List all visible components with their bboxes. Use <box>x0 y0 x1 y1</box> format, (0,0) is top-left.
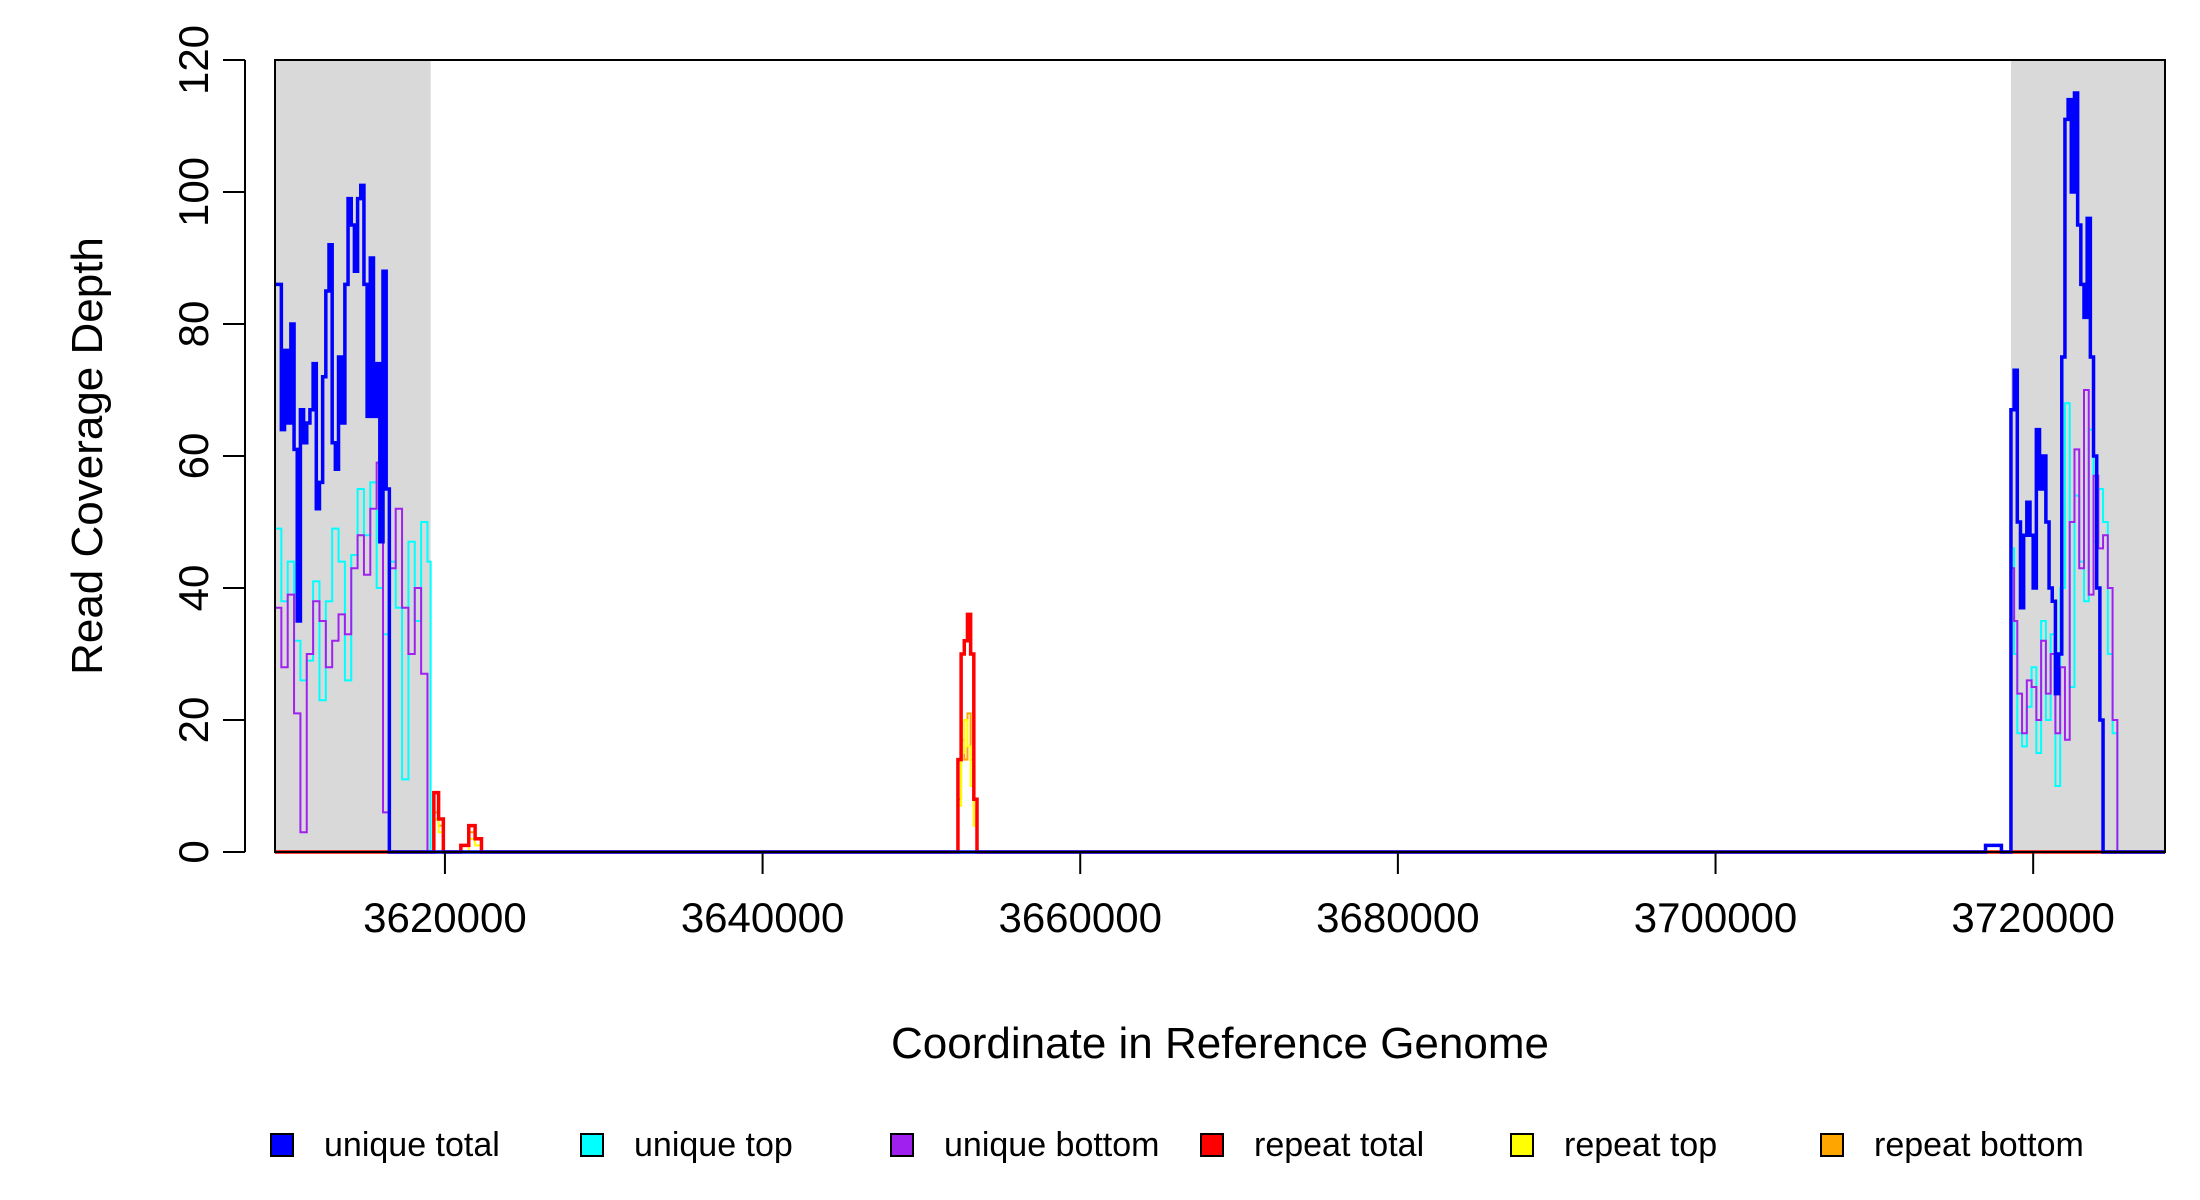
x-axis-label: Coordinate in Reference Genome <box>891 1019 1549 1068</box>
y-tick-label: 100 <box>170 157 217 227</box>
legend-swatch <box>270 1133 294 1157</box>
x-tick-label: 3720000 <box>1951 894 2115 941</box>
series-unique-bottom-right <box>2010 389 2129 853</box>
legend-label: unique bottom <box>944 1125 1160 1164</box>
series-unique-top <box>275 481 2165 853</box>
legend-swatch <box>580 1133 604 1157</box>
legend-swatch <box>1510 1133 1534 1157</box>
legend-item-repeat-bottom: repeat bottom <box>1820 1115 2084 1175</box>
shaded-regions <box>275 60 2165 852</box>
legend-item-repeat-top: repeat top <box>1510 1115 1717 1175</box>
series-repeat-top <box>275 719 2165 853</box>
legend-swatch <box>890 1133 914 1157</box>
x-tick-label: 3640000 <box>681 894 845 941</box>
legend-item-unique-bottom: unique bottom <box>890 1115 1160 1175</box>
legend-item-unique-top: unique top <box>580 1115 793 1175</box>
legend-label: repeat bottom <box>1874 1125 2084 1164</box>
y-tick-label: 20 <box>170 697 217 744</box>
y-axis-label: Read Coverage Depth <box>63 237 112 675</box>
plot-frame <box>274 59 2166 853</box>
series-repeat-bottom <box>275 712 2165 853</box>
y-axis: 0 20 40 60 80 100 120 <box>170 25 246 864</box>
legend-item-unique-total: unique total <box>270 1115 500 1175</box>
x-tick-label: 3660000 <box>998 894 1162 941</box>
y-tick-label: 80 <box>170 301 217 348</box>
y-tick-label: 120 <box>170 25 217 95</box>
x-tick-label: 3620000 <box>363 894 527 941</box>
legend-label: repeat top <box>1564 1125 1718 1164</box>
series-unique-bottom <box>275 461 2165 853</box>
y-tick-label: 0 <box>170 840 217 863</box>
y-tick-label: 60 <box>170 433 217 480</box>
x-axis: 3620000 3640000 3660000 3680000 3700000 37200… <box>363 852 2115 941</box>
legend-label: repeat total <box>1254 1125 1425 1164</box>
legend: unique total unique top unique bottom repea… <box>0 1115 2200 1175</box>
x-tick-label: 3700000 <box>1634 894 1798 941</box>
legend-label: unique top <box>634 1125 793 1164</box>
legend-swatch <box>1820 1133 1844 1157</box>
legend-item-repeat-total: repeat total <box>1200 1115 1424 1175</box>
x-tick-label: 3680000 <box>1316 894 1480 941</box>
legend-label: unique total <box>324 1125 500 1164</box>
legend-swatch <box>1200 1133 1224 1157</box>
series-repeat-total <box>275 612 2165 854</box>
series-layer <box>275 91 2165 854</box>
series-unique-total <box>275 91 2165 854</box>
y-tick-label: 40 <box>170 565 217 612</box>
